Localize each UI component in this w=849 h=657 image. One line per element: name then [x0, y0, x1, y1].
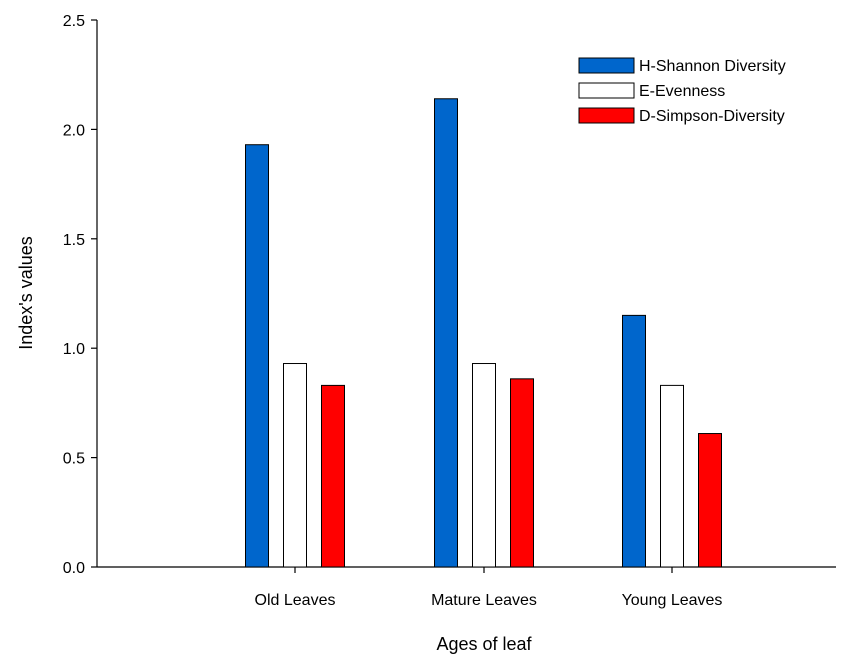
legend-swatch: [578, 107, 635, 124]
legend-swatch: [578, 57, 635, 74]
y-tick-label: 2.0: [63, 122, 85, 139]
x-tick-label: Young Leaves: [622, 592, 723, 609]
legend-entry: D-Simpson-Diversity: [639, 108, 785, 125]
legend-entry: E-Evenness: [639, 83, 725, 100]
y-tick-label: 1.0: [63, 341, 85, 358]
bar-d-simpson-diversity-mature-leaves: [510, 378, 534, 568]
legend-swatch: [578, 82, 635, 99]
bar-d-simpson-diversity-old-leaves: [321, 384, 345, 568]
legend: H-Shannon Diversity E-Evenness D-Simpson-D…: [578, 57, 786, 125]
y-tick-label: 1.5: [63, 232, 85, 249]
legend-entry: H-Shannon Diversity: [639, 58, 786, 75]
x-axis-label: Ages of leaf: [436, 634, 532, 654]
x-tick-label: Old Leaves: [255, 592, 336, 609]
bar-e-evenness-young-leaves: [660, 384, 684, 568]
bar-e-evenness-old-leaves: [283, 363, 307, 568]
bars: [245, 98, 722, 568]
x-tick-label: Mature Leaves: [431, 592, 537, 609]
y-tick-label: 0.0: [63, 560, 85, 577]
bar-h-shannon-diversity-mature-leaves: [434, 98, 458, 568]
axes: 0.0 0.5 1.0 1.5 2.0 2.5 Old Leaves Mature Leave…: [63, 13, 836, 609]
y-tick-label: 0.5: [63, 451, 85, 468]
bar-e-evenness-mature-leaves: [472, 363, 496, 568]
bar-h-shannon-diversity-young-leaves: [622, 314, 646, 568]
bar-d-simpson-diversity-young-leaves: [698, 433, 722, 568]
y-tick-label: 2.5: [63, 13, 85, 30]
y-axis-label: Index's values: [16, 236, 36, 350]
bar-h-shannon-diversity-old-leaves: [245, 144, 269, 568]
